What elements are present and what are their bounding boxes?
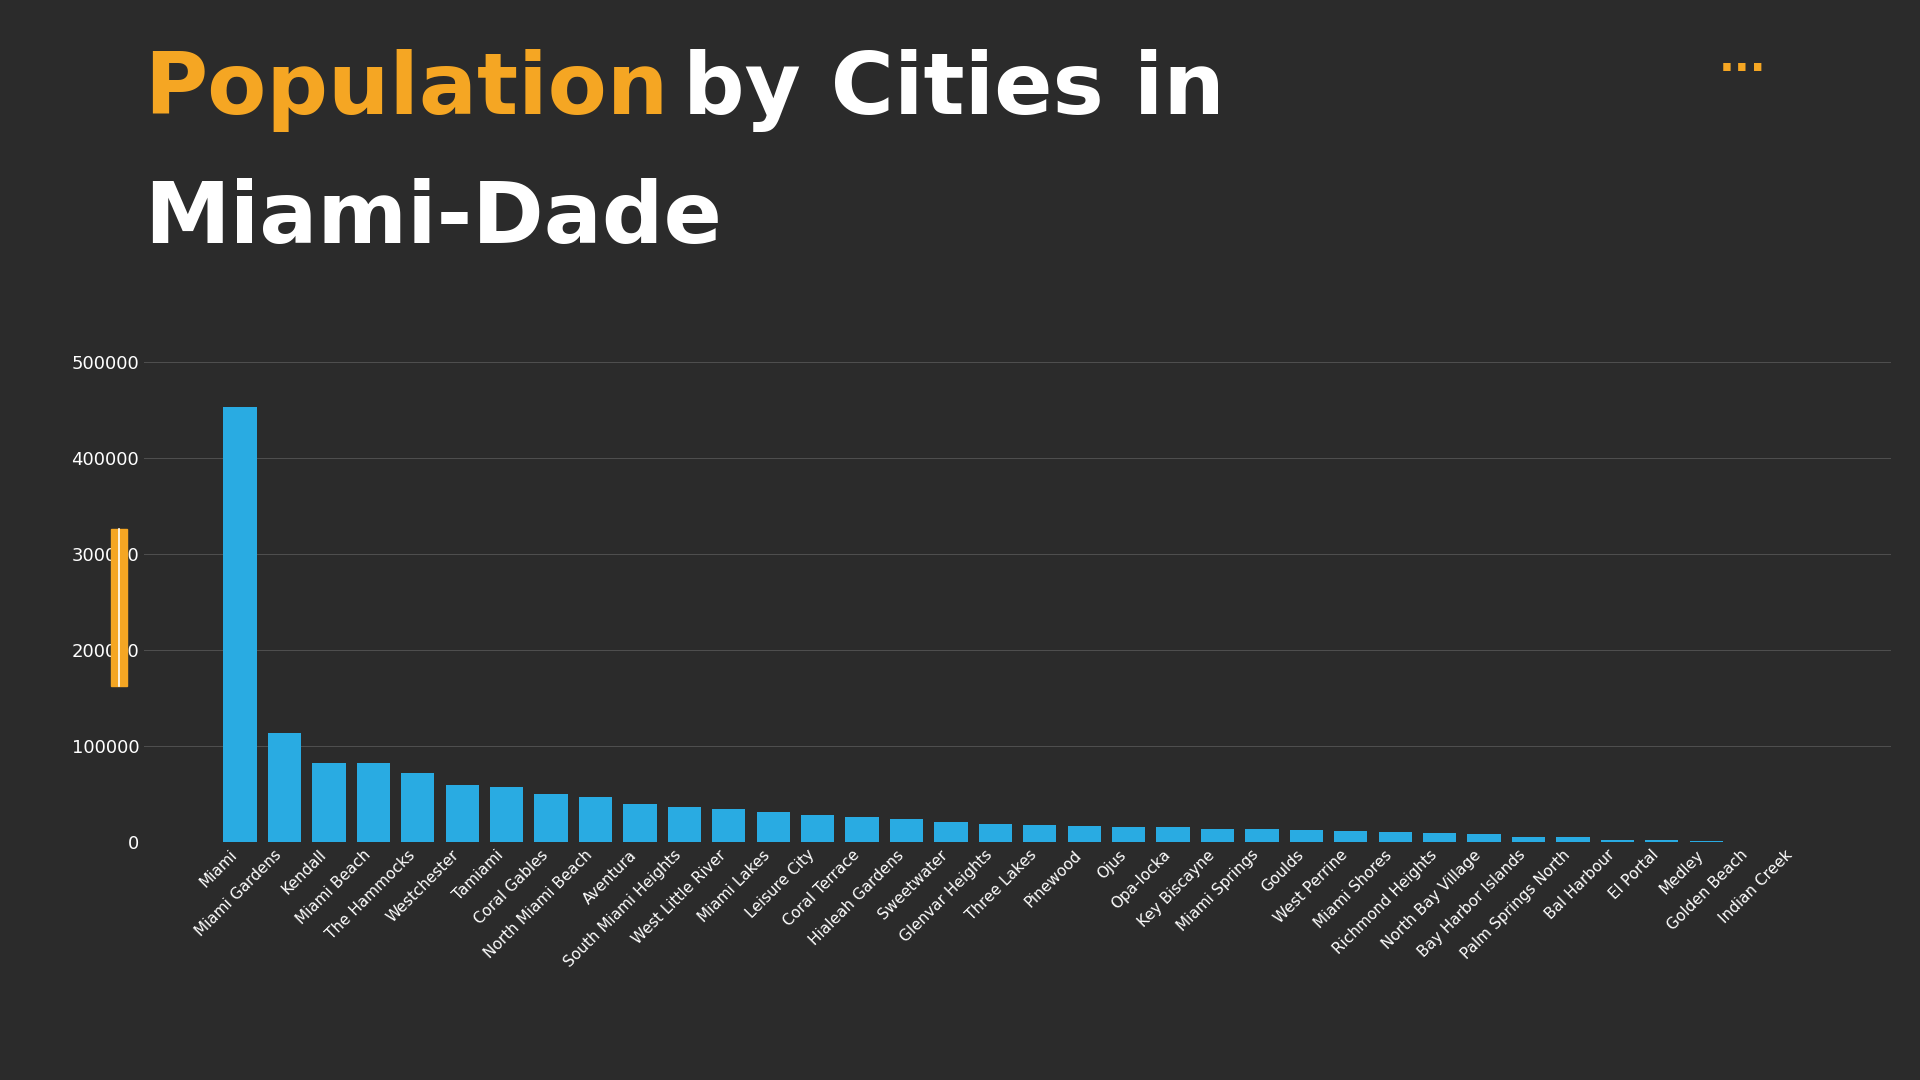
Bar xyxy=(401,773,434,842)
Text: Population: Population xyxy=(144,49,668,132)
Bar xyxy=(578,797,612,842)
Bar xyxy=(1379,832,1411,842)
Bar xyxy=(624,804,657,842)
Bar xyxy=(1557,837,1590,842)
Bar xyxy=(845,818,879,842)
Bar xyxy=(935,822,968,842)
Bar xyxy=(445,785,478,842)
Bar xyxy=(1246,829,1279,842)
Bar xyxy=(534,794,568,842)
Bar xyxy=(801,815,835,842)
Bar xyxy=(1290,831,1323,842)
Bar xyxy=(979,824,1012,842)
Bar xyxy=(756,812,789,842)
Bar xyxy=(1023,825,1056,842)
Text: ...: ... xyxy=(1718,38,1766,80)
Text: by Cities in: by Cities in xyxy=(653,49,1225,132)
Bar xyxy=(1200,829,1235,842)
Bar xyxy=(1334,832,1367,842)
Bar xyxy=(1690,841,1722,842)
Bar xyxy=(1511,837,1546,842)
Bar xyxy=(313,764,346,842)
Bar xyxy=(1112,826,1146,842)
Bar xyxy=(1423,833,1457,842)
Bar xyxy=(668,807,701,842)
Bar xyxy=(1068,826,1100,842)
Bar xyxy=(269,733,301,842)
Bar xyxy=(1467,835,1501,842)
Bar xyxy=(1645,840,1678,842)
Bar xyxy=(1156,826,1190,842)
Bar xyxy=(712,809,745,842)
Bar xyxy=(223,407,257,842)
Bar xyxy=(889,820,924,842)
Bar xyxy=(490,787,524,842)
Bar xyxy=(357,762,390,842)
Bar xyxy=(1601,839,1634,842)
Text: Miami-Dade: Miami-Dade xyxy=(144,178,722,261)
